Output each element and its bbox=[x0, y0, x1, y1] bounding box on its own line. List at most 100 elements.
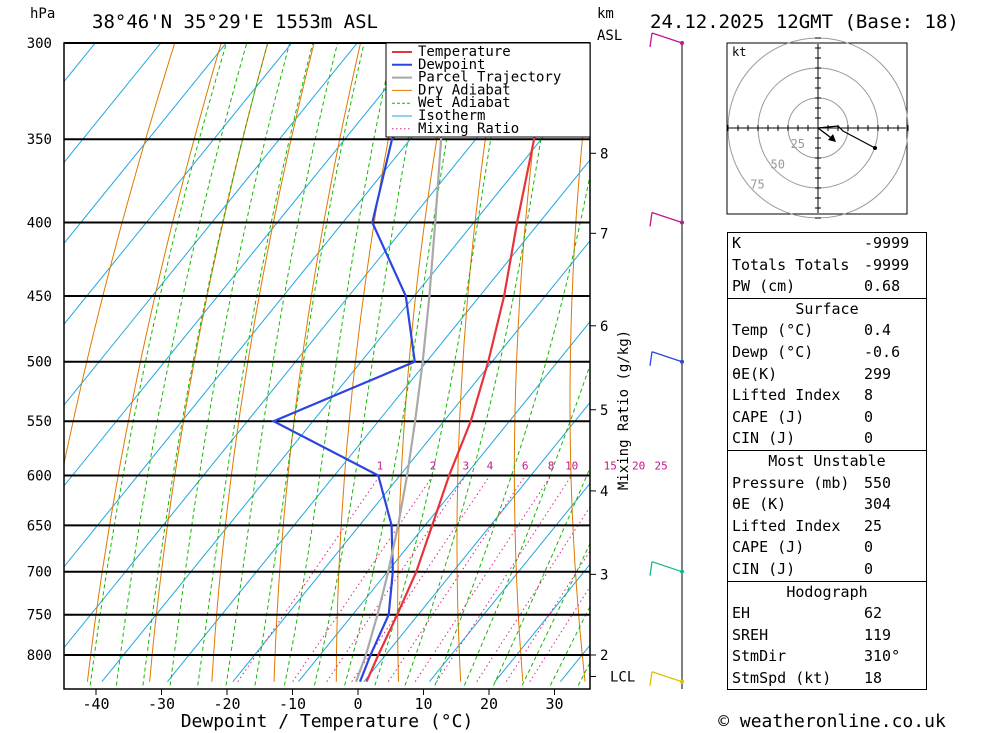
index-row: StmDir 310° bbox=[728, 646, 926, 668]
index-row: PW (cm) 0.68 bbox=[728, 276, 926, 298]
index-value: 8 bbox=[864, 386, 874, 405]
wind-barb-flag bbox=[649, 671, 653, 686]
index-value: 299 bbox=[864, 364, 892, 383]
mixing-ratio-axis-label: Mixing Ratio (g/kg) bbox=[616, 330, 632, 490]
dry-adiabat-line bbox=[917, 0, 1000, 682]
mixing-ratio-label: 10 bbox=[565, 460, 578, 473]
mixing-ratio-line bbox=[387, 475, 526, 682]
index-value: 310° bbox=[864, 647, 901, 666]
index-label: PW (cm) bbox=[732, 277, 796, 296]
dry-adiabat-line bbox=[149, 43, 269, 682]
wet-adiabat-line bbox=[197, 43, 314, 686]
isotherm-line bbox=[64, 43, 227, 245]
wind-barbs bbox=[649, 32, 684, 686]
mixing-ratio-label: 15 bbox=[604, 460, 617, 473]
legend-item-label: Dry Adiabat bbox=[418, 82, 511, 98]
plot-frame bbox=[63, 42, 591, 690]
km-tick-label: 5 bbox=[600, 403, 608, 419]
index-label: StmDir bbox=[732, 647, 787, 666]
index-label: Dewp (°C) bbox=[732, 342, 814, 361]
legend-item-label: Temperature bbox=[418, 44, 511, 60]
index-value: 304 bbox=[864, 495, 892, 514]
hpa-label: hPa bbox=[30, 6, 55, 22]
wet-adiabat-line bbox=[283, 43, 395, 686]
mixing-ratio-label: 8 bbox=[548, 460, 555, 473]
index-value: 18 bbox=[864, 668, 883, 687]
most-unstable-title: Most Unstable bbox=[768, 451, 886, 470]
index-value: 0 bbox=[864, 407, 874, 426]
index-row: StmSpd (kt) 18 bbox=[728, 668, 926, 690]
index-row: Lifted Index 8 bbox=[728, 385, 926, 407]
index-row: θE(K) 299 bbox=[728, 364, 926, 386]
index-row: CAPE (J) 0 bbox=[728, 407, 926, 429]
wet-adiabat-line bbox=[549, 605, 590, 686]
index-value: 25 bbox=[864, 516, 883, 535]
pressure-tick-label: 600 bbox=[27, 469, 52, 485]
index-row: Dewp (°C) -0.6 bbox=[728, 342, 926, 364]
profile-parcel-trajectory bbox=[354, 43, 451, 683]
dry-adiabat-line bbox=[961, 0, 1000, 682]
temp-tick-label: -30 bbox=[148, 695, 175, 713]
axes: 1 2 3 4 6 8 10 15 20 2530035040045050055060065070… bbox=[27, 36, 668, 713]
x-axis-label: Dewpoint / Temperature (°C) bbox=[181, 711, 474, 732]
wet-adiabat-line bbox=[313, 43, 428, 686]
pressure-tick-label: 500 bbox=[27, 355, 52, 371]
legend-item-label: Mixing Ratio bbox=[418, 121, 519, 137]
km-tick-label: LCL bbox=[610, 670, 635, 686]
index-value: 0 bbox=[864, 559, 874, 578]
hodograph: kt 25 50 75 bbox=[726, 37, 909, 219]
wet-adiabat-line bbox=[493, 466, 590, 686]
dry-adiabat-line bbox=[86, 43, 222, 682]
location-title: 38°46'N 35°29'E 1553m ASL bbox=[92, 11, 378, 33]
hodograph-section: Hodograph EH 62 SREH 119 StmDir 310° StmSpd (k… bbox=[728, 580, 926, 690]
index-row: Totals Totals -9999 bbox=[728, 255, 926, 277]
wind-barb-flag bbox=[649, 561, 653, 576]
index-value: -9999 bbox=[864, 255, 910, 274]
pressure-tick-label: 800 bbox=[27, 648, 52, 664]
isotherm-line bbox=[64, 43, 96, 83]
mixing-ratio-label: 2 bbox=[430, 460, 437, 473]
wet-adiabat-line bbox=[89, 43, 228, 686]
index-label: SREH bbox=[732, 625, 769, 644]
hodo-ring-label: 75 bbox=[750, 178, 764, 192]
isotherm-line bbox=[232, 240, 590, 683]
km-tick-label: 3 bbox=[600, 567, 608, 583]
dry-adiabat-line bbox=[211, 43, 315, 682]
index-value: 119 bbox=[864, 625, 892, 644]
wet-adiabat-line bbox=[374, 43, 508, 686]
pressure-tick-label: 650 bbox=[27, 518, 52, 534]
index-label: CAPE (J) bbox=[732, 407, 805, 426]
index-value: 0.4 bbox=[864, 321, 892, 340]
wet-adiabat-line bbox=[254, 43, 365, 686]
index-row: Temp (°C) 0.4 bbox=[728, 320, 926, 342]
pressure-tick-label: 550 bbox=[27, 414, 52, 430]
mixing-ratio-label: 6 bbox=[522, 460, 529, 473]
index-value: -9999 bbox=[864, 234, 910, 252]
asl-label: ASL bbox=[597, 28, 622, 44]
hodo-end-point bbox=[873, 146, 877, 150]
index-label: Temp (°C) bbox=[732, 321, 814, 340]
most-unstable-section: Most Unstable Pressure (mb) 550 θE (K) 304 L… bbox=[728, 449, 926, 581]
km-tick-label: 6 bbox=[600, 319, 608, 335]
index-value: 62 bbox=[864, 604, 883, 623]
hodo-ring-label: 50 bbox=[770, 157, 784, 171]
index-label: Pressure (mb) bbox=[732, 473, 850, 492]
legend-item-label: Wet Adiabat bbox=[418, 95, 511, 111]
index-label: CIN (J) bbox=[732, 559, 796, 578]
isotherm-line bbox=[64, 43, 358, 406]
temp-tick-label: -10 bbox=[279, 695, 306, 713]
mixing-ratio-line bbox=[292, 475, 434, 682]
index-label: StmSpd (kt) bbox=[732, 668, 832, 687]
index-row: Pressure (mb) 550 bbox=[728, 473, 926, 495]
index-value: 0 bbox=[864, 429, 874, 448]
mixing-ratio-line bbox=[476, 505, 590, 682]
wind-barb-shaft bbox=[651, 561, 683, 573]
wind-barb-flag bbox=[649, 351, 653, 366]
temp-tick-label: 30 bbox=[545, 695, 563, 713]
hodo-ring-label: 25 bbox=[791, 137, 805, 151]
wet-adiabat-line bbox=[115, 43, 248, 686]
wind-barb-flag bbox=[649, 32, 653, 48]
wet-adiabat-line bbox=[344, 43, 465, 686]
